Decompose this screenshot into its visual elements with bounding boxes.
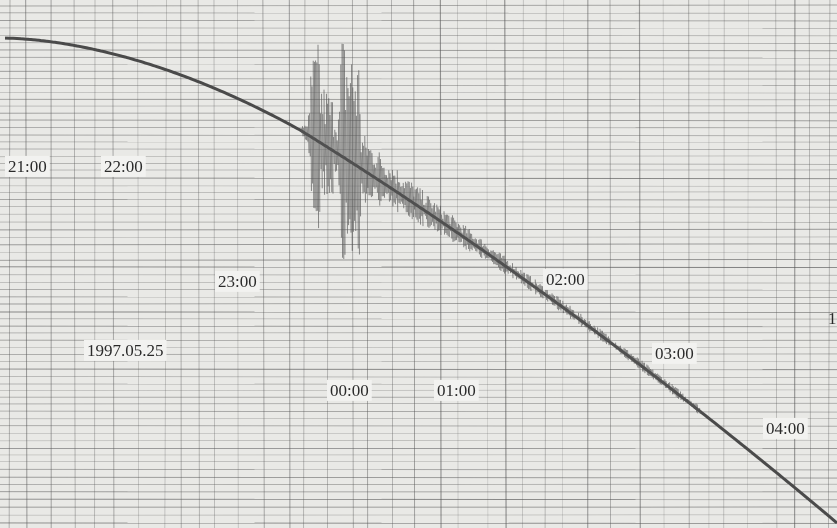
grid-line-vertical — [289, 0, 290, 528]
date-label: 1997.05.25 — [87, 341, 164, 360]
grid-line-vertical — [440, 0, 441, 528]
grid-line-horizontal — [0, 229, 837, 230]
grid-line-horizontal — [0, 403, 837, 404]
grid-line-horizontal — [0, 149, 837, 150]
edge-mark: 1 — [828, 309, 837, 328]
grid-line-horizontal — [0, 426, 837, 427]
time-label: 02:00 — [546, 270, 585, 289]
grid-line-horizontal — [0, 369, 837, 370]
grid-line-horizontal — [0, 469, 837, 470]
time-label: 22:00 — [104, 157, 143, 176]
recording-sheet: 21:00 22:00 23:00 00:00 01:00 02:00 03:00 04:00… — [0, 0, 837, 528]
time-label: 04:00 — [766, 419, 805, 438]
time-label: 00:00 — [330, 381, 369, 400]
grid-line-horizontal — [0, 326, 837, 327]
grid-line-horizontal — [0, 20, 837, 21]
time-label: 23:00 — [218, 272, 257, 291]
time-label: 21:00 — [8, 157, 47, 176]
time-label: 01:00 — [437, 381, 476, 400]
time-label: 03:00 — [655, 344, 694, 363]
grid-line-vertical — [639, 0, 640, 528]
grid-line-vertical — [181, 0, 182, 528]
